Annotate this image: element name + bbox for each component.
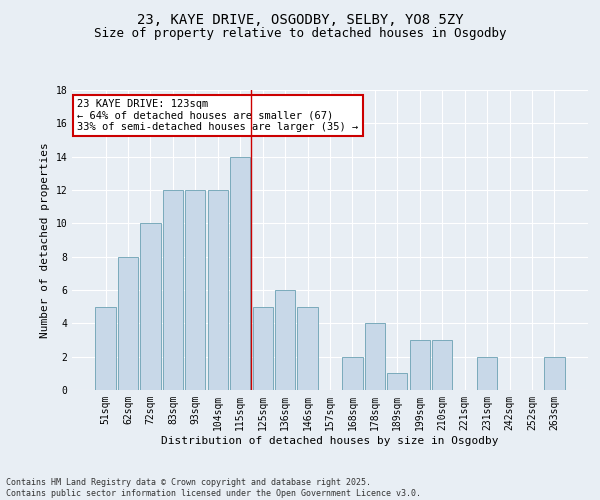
Bar (118, 256, 138, 390)
Bar (275, 290, 295, 390)
Text: 23 KAYE DRIVE: 123sqm
← 64% of detached houses are smaller (67)
33% of semi-deta: 23 KAYE DRIVE: 123sqm ← 64% of detached … (77, 99, 358, 132)
Bar (208, 190, 228, 390)
Bar (432, 340, 452, 390)
Text: 23, KAYE DRIVE, OSGODBY, SELBY, YO8 5ZY: 23, KAYE DRIVE, OSGODBY, SELBY, YO8 5ZY (137, 12, 463, 26)
Bar (477, 356, 497, 390)
Y-axis label: Number of detached properties: Number of detached properties (40, 142, 50, 338)
Bar (163, 190, 183, 390)
Text: Size of property relative to detached houses in Osgodby: Size of property relative to detached ho… (94, 28, 506, 40)
Bar (253, 306, 273, 390)
Bar (410, 340, 430, 390)
Bar (387, 374, 407, 390)
Bar (230, 156, 250, 390)
Bar (140, 224, 161, 390)
Text: Contains HM Land Registry data © Crown copyright and database right 2025.
Contai: Contains HM Land Registry data © Crown c… (6, 478, 421, 498)
Bar (95, 306, 116, 390)
Bar (185, 190, 205, 390)
Bar (544, 356, 565, 390)
X-axis label: Distribution of detached houses by size in Osgodby: Distribution of detached houses by size … (161, 436, 499, 446)
Bar (365, 324, 385, 390)
Bar (298, 306, 317, 390)
Bar (343, 356, 362, 390)
